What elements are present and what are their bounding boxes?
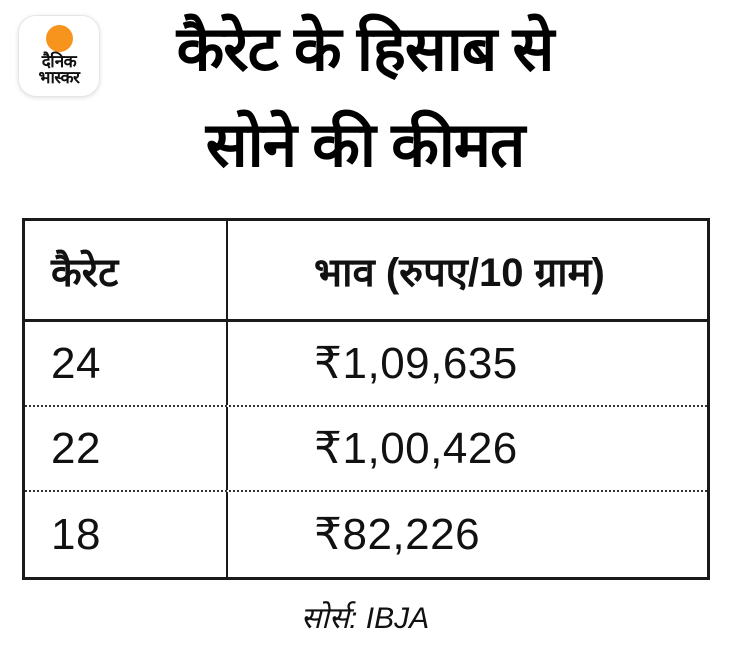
logo-text-line2: भास्कर xyxy=(38,68,80,87)
page-title-line1: कैरेट के हिसाब से xyxy=(176,15,555,84)
source-credit: सोर्स: IBJA xyxy=(300,602,430,635)
price-value: ₹1,00,426 xyxy=(314,424,518,473)
table-header-row: कैरेट भाव (रुपए/10 ग्राम) xyxy=(25,221,707,322)
page-title-line2: सोने की कीमत xyxy=(205,111,526,180)
sun-dot-icon xyxy=(45,25,73,52)
header-cell-carat: कैरेट xyxy=(25,221,228,319)
logo-text-line1: दैनिक xyxy=(41,52,77,71)
price-value: ₹82,226 xyxy=(314,510,481,559)
table-row: 18 ₹82,226 xyxy=(25,490,707,577)
page-title: कैरेट के हिसाब से सोने की कीमत xyxy=(0,2,730,194)
carat-value: 18 xyxy=(25,492,228,577)
dainik-bhaskar-logo: दैनिक भास्कर xyxy=(18,15,100,97)
carat-value: 24 xyxy=(25,322,228,405)
header-cell-price: भाव (रुपए/10 ग्राम) xyxy=(314,250,605,295)
gold-price-table: कैरेट भाव (रुपए/10 ग्राम) 24 ₹1,09,635 2… xyxy=(22,218,710,580)
table-row: 24 ₹1,09,635 xyxy=(25,322,707,405)
table-row: 22 ₹1,00,426 xyxy=(25,405,707,490)
price-value: ₹1,09,635 xyxy=(314,339,518,388)
carat-value: 22 xyxy=(25,407,228,490)
